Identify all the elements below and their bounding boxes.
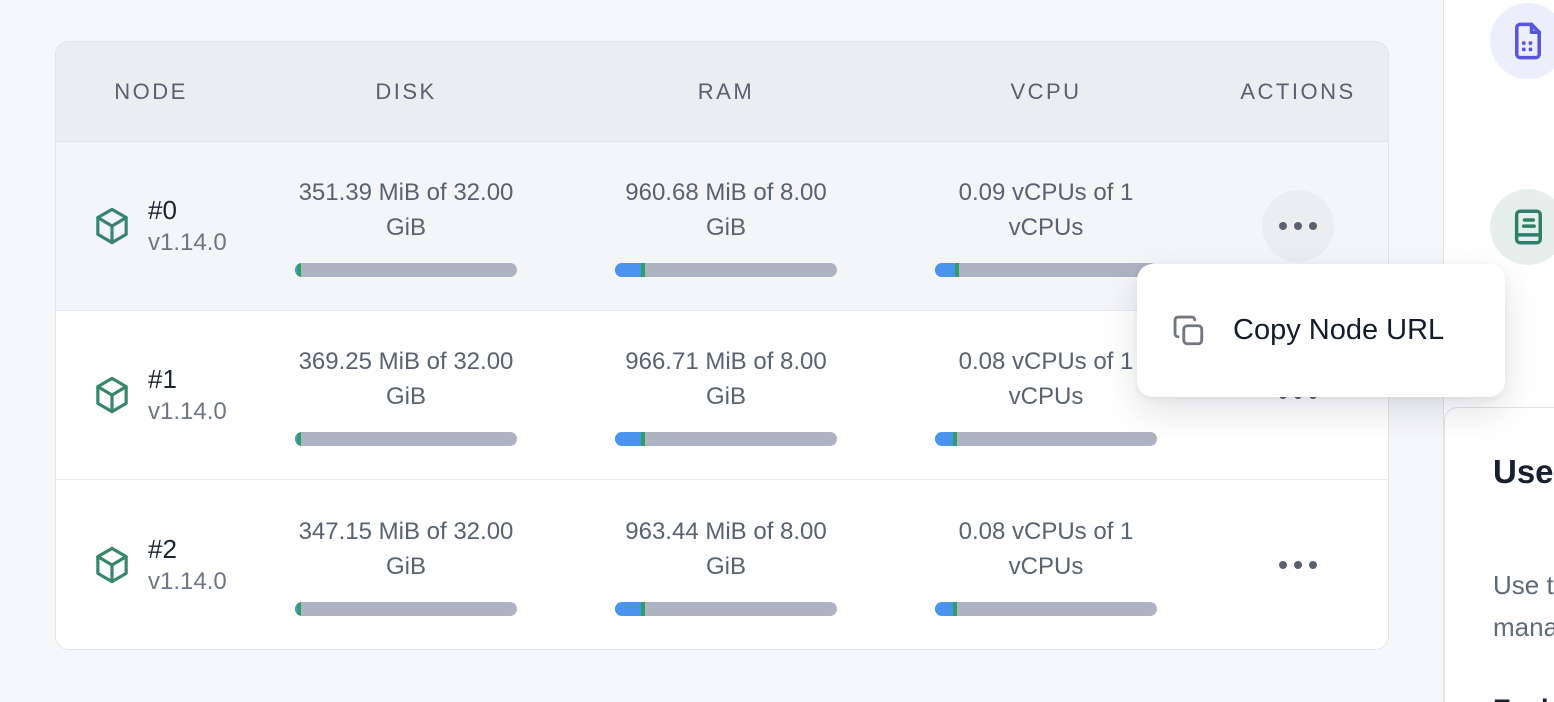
disk-cell: 347.15 MiB of 32.00 GiB	[246, 514, 566, 616]
file-report-icon	[1507, 20, 1549, 62]
file-report-button[interactable]	[1490, 3, 1554, 79]
table-header-row: NODE DISK RAM VCPU ACTIONS	[56, 42, 1388, 142]
node-id: #2	[148, 533, 177, 564]
ellipsis-icon	[1279, 222, 1287, 230]
node-version: v1.14.0	[148, 567, 227, 595]
table-row: #2 v1.14.0 347.15 MiB of 32.00 GiB 963.4…	[56, 480, 1388, 649]
vcpu-usage-text: 0.08 vCPUs of 1 vCPUs	[958, 517, 1134, 580]
vcpu-usage-text: 0.08 vCPUs of 1 vCPUs	[958, 348, 1134, 410]
ram-cell: 960.68 MiB of 8.00 GiB	[566, 175, 886, 277]
vcpu-usage-bar	[935, 263, 1157, 277]
ram-usage-bar	[615, 263, 837, 277]
menu-item-label: Copy Node URL	[1233, 314, 1445, 346]
vcpu-usage-text: 0.09 vCPUs of 1 vCPUs	[958, 179, 1134, 241]
vcpu-usage-bar	[935, 432, 1157, 446]
row-actions-menu: Copy Node URL	[1137, 264, 1505, 397]
vcpu-cell: 0.08 vCPUs of 1 vCPUs	[886, 514, 1206, 616]
ram-usage-bar	[615, 432, 837, 446]
disk-usage-bar	[295, 263, 517, 277]
column-header-ram: RAM	[697, 78, 755, 104]
info-card-title: Use	[1493, 453, 1554, 490]
row-actions-button[interactable]	[1262, 529, 1334, 601]
menu-item-copy-node-url[interactable]: Copy Node URL	[1137, 313, 1505, 349]
actions-cell	[1206, 190, 1388, 262]
paragraph-line: Use t	[1493, 570, 1554, 600]
ram-usage-text: 960.68 MiB of 8.00 GiB	[625, 179, 827, 241]
node-cell: #2 v1.14.0	[56, 532, 227, 598]
disk-usage-bar	[295, 601, 517, 616]
docs-book-button[interactable]	[1490, 189, 1554, 265]
info-card-paragraph: Use t mana	[1493, 564, 1554, 648]
ram-usage-text: 966.71 MiB of 8.00 GiB	[625, 348, 827, 410]
vcpu-cell: 0.09 vCPUs of 1 vCPUs	[886, 175, 1206, 277]
row-actions-button[interactable]	[1262, 190, 1334, 262]
actions-cell	[1206, 529, 1388, 601]
column-header-vcpu: VCPU	[1010, 78, 1082, 104]
ram-cell: 966.71 MiB of 8.00 GiB	[566, 344, 886, 446]
info-card: Use Use t mana Each	[1444, 407, 1554, 702]
ram-usage-text: 963.44 MiB of 8.00 GiB	[625, 517, 827, 580]
node-cell: #1 v1.14.0	[56, 362, 227, 428]
disk-cell: 351.39 MiB of 32.00 GiB	[246, 175, 566, 277]
node-version: v1.14.0	[148, 398, 227, 425]
ellipsis-icon	[1279, 560, 1287, 569]
column-header-actions: ACTIONS	[1240, 78, 1356, 104]
node-id: #1	[148, 364, 177, 394]
cube-icon	[92, 206, 132, 246]
book-icon	[1507, 206, 1549, 248]
paragraph-line: mana	[1493, 612, 1554, 642]
vcpu-usage-bar	[935, 601, 1157, 616]
cube-icon	[92, 375, 132, 415]
column-header-node: NODE	[114, 78, 188, 104]
ram-cell: 963.44 MiB of 8.00 GiB	[566, 514, 886, 616]
node-id: #0	[148, 195, 177, 225]
node-cell: #0 v1.14.0	[56, 193, 227, 259]
disk-cell: 369.25 MiB of 32.00 GiB	[246, 344, 566, 446]
disk-usage-text: 369.25 MiB of 32.00 GiB	[298, 348, 514, 410]
ram-usage-bar	[615, 601, 837, 616]
node-version: v1.14.0	[148, 229, 227, 256]
disk-usage-bar	[295, 432, 517, 446]
column-header-disk: DISK	[375, 78, 437, 104]
info-card-subheading-partial: Each	[1493, 694, 1554, 702]
copy-icon	[1171, 313, 1207, 349]
cube-icon	[92, 545, 132, 585]
table-row: #0 v1.14.0 351.39 MiB of 32.00 GiB 960.6…	[56, 142, 1388, 311]
disk-usage-text: 351.39 MiB of 32.00 GiB	[298, 179, 514, 241]
disk-usage-text: 347.15 MiB of 32.00 GiB	[298, 517, 514, 580]
vcpu-cell: 0.08 vCPUs of 1 vCPUs	[886, 344, 1206, 446]
